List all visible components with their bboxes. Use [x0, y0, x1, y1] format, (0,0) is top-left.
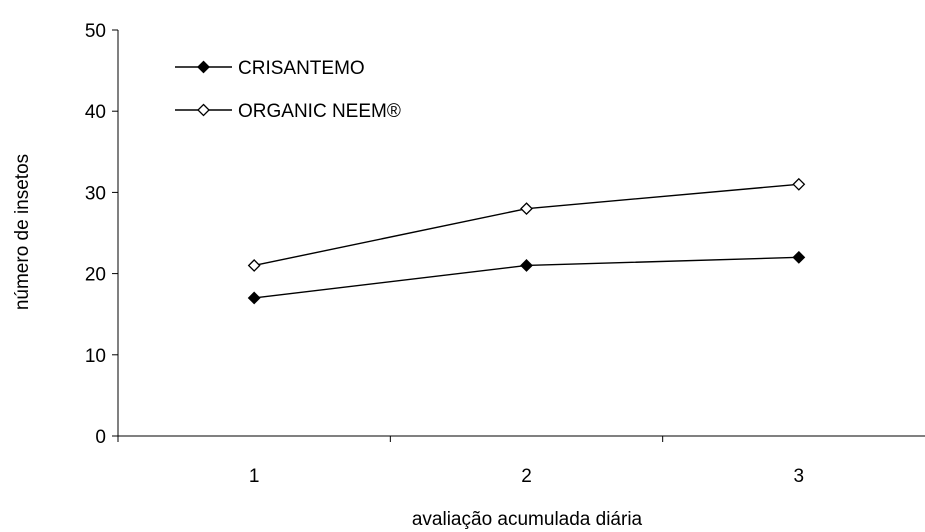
- data-point-series-2: [792, 177, 806, 191]
- y-axis-label: número de insetos: [12, 154, 33, 310]
- y-tick-label: 10: [85, 346, 106, 367]
- legend-label: CRISANTEMO: [238, 58, 365, 79]
- y-tick-label: 20: [85, 265, 106, 286]
- data-point-series-1: [247, 291, 261, 305]
- x-tick-label: 2: [521, 466, 532, 487]
- y-tick-label: 40: [85, 102, 106, 123]
- y-tick-label: 30: [85, 183, 106, 204]
- plot-area: 0 10 20 30 40 50 1 2 3 CRISANTEMO ORGANIC NEEM®: [85, 21, 925, 487]
- y-tick-label: 50: [85, 21, 106, 42]
- data-point-series-2: [520, 202, 533, 216]
- y-tick-label: 0: [95, 427, 106, 448]
- data-point-series-1: [520, 259, 533, 272]
- x-axis-label: avaliação acumulada diária: [412, 509, 643, 530]
- x-tick-label: 3: [794, 466, 805, 487]
- data-point-series-2: [247, 259, 261, 272]
- legend-marker: [197, 103, 210, 117]
- data-point-series-1: [792, 250, 806, 264]
- x-tick-label: 1: [249, 466, 260, 487]
- legend-marker: [197, 60, 210, 74]
- series-line-2: [254, 183, 799, 267]
- legend-label: ORGANIC NEEM®: [238, 101, 401, 122]
